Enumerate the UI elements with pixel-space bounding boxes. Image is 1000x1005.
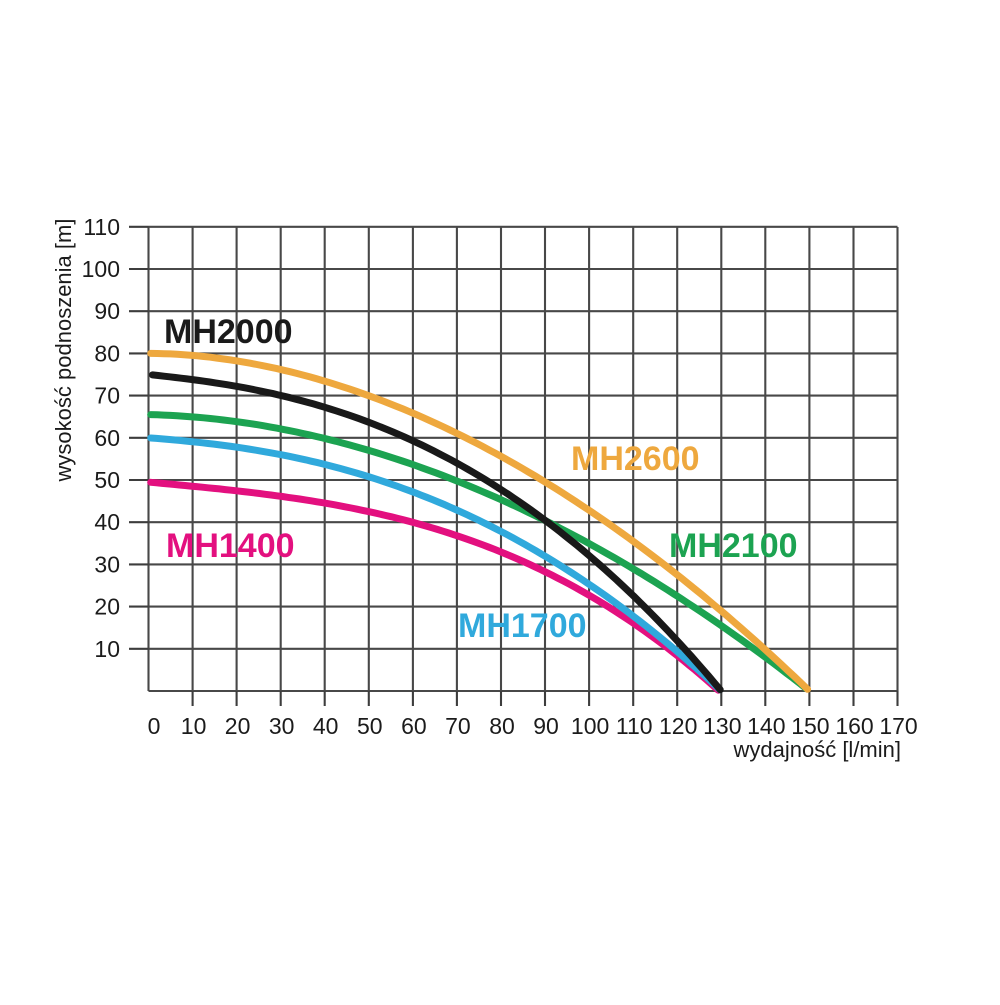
svg-text:40: 40 [313,713,339,739]
svg-text:30: 30 [269,713,295,739]
svg-text:MH2000: MH2000 [164,313,293,351]
svg-text:wysokość podnoszenia [m]: wysokość podnoszenia [m] [51,219,76,483]
svg-text:MH2100: MH2100 [669,527,798,565]
svg-text:40: 40 [94,509,120,535]
svg-text:80: 80 [94,340,120,366]
svg-text:MH1700: MH1700 [458,607,587,645]
svg-text:90: 90 [94,298,120,324]
svg-text:110: 110 [616,713,653,739]
svg-text:0: 0 [148,713,161,739]
svg-text:60: 60 [401,713,427,739]
svg-text:50: 50 [94,467,120,493]
svg-text:70: 70 [445,713,471,739]
svg-text:70: 70 [94,383,120,409]
svg-text:160: 160 [835,713,873,739]
svg-text:50: 50 [357,713,383,739]
svg-text:20: 20 [225,713,251,739]
svg-text:150: 150 [791,713,829,739]
svg-text:130: 130 [703,713,741,739]
svg-text:100: 100 [571,713,609,739]
svg-text:120: 120 [659,713,697,739]
svg-text:170: 170 [879,713,917,739]
svg-text:MH2600: MH2600 [571,440,700,478]
svg-text:110: 110 [83,214,120,240]
svg-text:90: 90 [533,713,559,739]
svg-text:60: 60 [94,425,120,451]
svg-text:30: 30 [94,551,120,577]
svg-text:10: 10 [181,713,207,739]
svg-text:wydajność [l/min]: wydajność [l/min] [732,737,901,762]
svg-text:20: 20 [94,594,120,620]
svg-text:MH1400: MH1400 [166,527,295,565]
svg-text:100: 100 [82,256,120,282]
svg-text:140: 140 [747,713,785,739]
svg-text:80: 80 [489,713,515,739]
svg-text:10: 10 [94,636,120,662]
